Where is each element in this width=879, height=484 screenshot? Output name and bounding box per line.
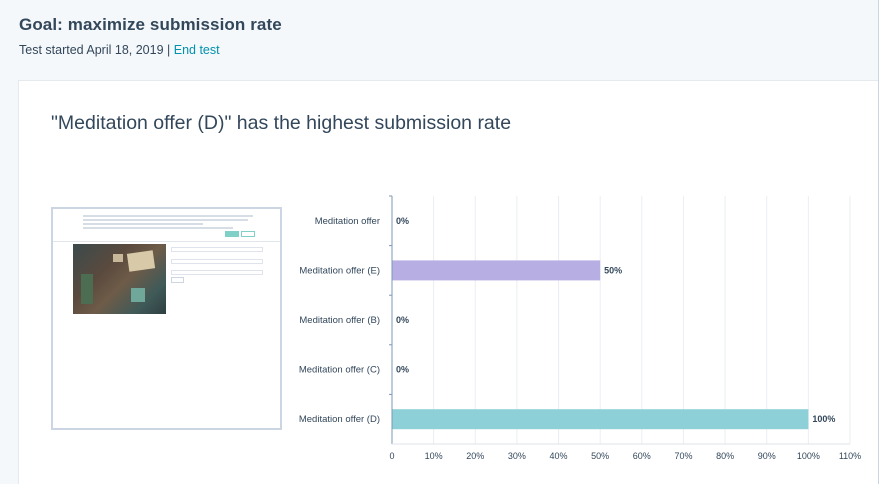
x-tick-label: 110%	[839, 451, 861, 461]
x-tick-label: 100%	[797, 451, 820, 461]
preview-divider	[53, 241, 280, 242]
bar-value-label: 0%	[396, 365, 409, 375]
photo-shape	[81, 274, 93, 304]
meta-separator: |	[167, 43, 171, 57]
preview-form-input	[171, 247, 263, 252]
preview-form-input	[171, 270, 263, 275]
x-tick-label: 90%	[758, 451, 776, 461]
preview-text-line	[83, 227, 233, 229]
category-label: Meditation offer (C)	[299, 365, 380, 376]
winner-headline: "Meditation offer (D)" has the highest s…	[51, 112, 512, 134]
bar-value-label: 50%	[604, 265, 622, 275]
category-label: Meditation offer (B)	[299, 315, 380, 326]
test-header: Goal: maximize submission rate Test star…	[0, 0, 878, 78]
category-label: Meditation offer (E)	[299, 265, 380, 276]
preview-text-line	[83, 223, 203, 225]
x-tick-label: 20%	[466, 451, 484, 461]
goal-title: Goal: maximize submission rate	[19, 15, 282, 34]
x-tick-label: 70%	[674, 451, 692, 461]
bar[interactable]	[392, 260, 601, 281]
bar[interactable]	[392, 409, 809, 430]
x-tick-label: 50%	[591, 451, 609, 461]
variant-preview-thumbnail[interactable]	[51, 207, 282, 430]
x-tick-label: 10%	[425, 451, 443, 461]
photo-shape	[131, 288, 145, 302]
x-tick-label: 0	[389, 451, 394, 461]
preview-secondary-button	[241, 231, 255, 237]
category-label: Meditation offer	[315, 216, 380, 227]
preview-submit-button	[171, 277, 184, 283]
x-tick-label: 60%	[633, 451, 651, 461]
test-started-text: Test started April 18, 2019	[19, 43, 164, 57]
category-label: Meditation offer (D)	[299, 414, 380, 425]
preview-form-input	[171, 259, 263, 264]
preview-text-line	[83, 219, 248, 221]
photo-shape	[113, 254, 123, 262]
preview-text-line	[83, 215, 253, 217]
test-meta: Test started April 18, 2019 | End test	[19, 43, 220, 57]
preview-primary-button	[225, 231, 239, 237]
bar-value-label: 100%	[812, 414, 835, 424]
end-test-link[interactable]: End test	[173, 43, 220, 57]
bar-value-label: 0%	[396, 216, 409, 226]
x-tick-label: 30%	[508, 451, 526, 461]
bar-value-label: 0%	[396, 315, 409, 325]
x-tick-label: 80%	[716, 451, 734, 461]
preview-photo	[73, 244, 166, 314]
x-tick-label: 40%	[550, 451, 568, 461]
